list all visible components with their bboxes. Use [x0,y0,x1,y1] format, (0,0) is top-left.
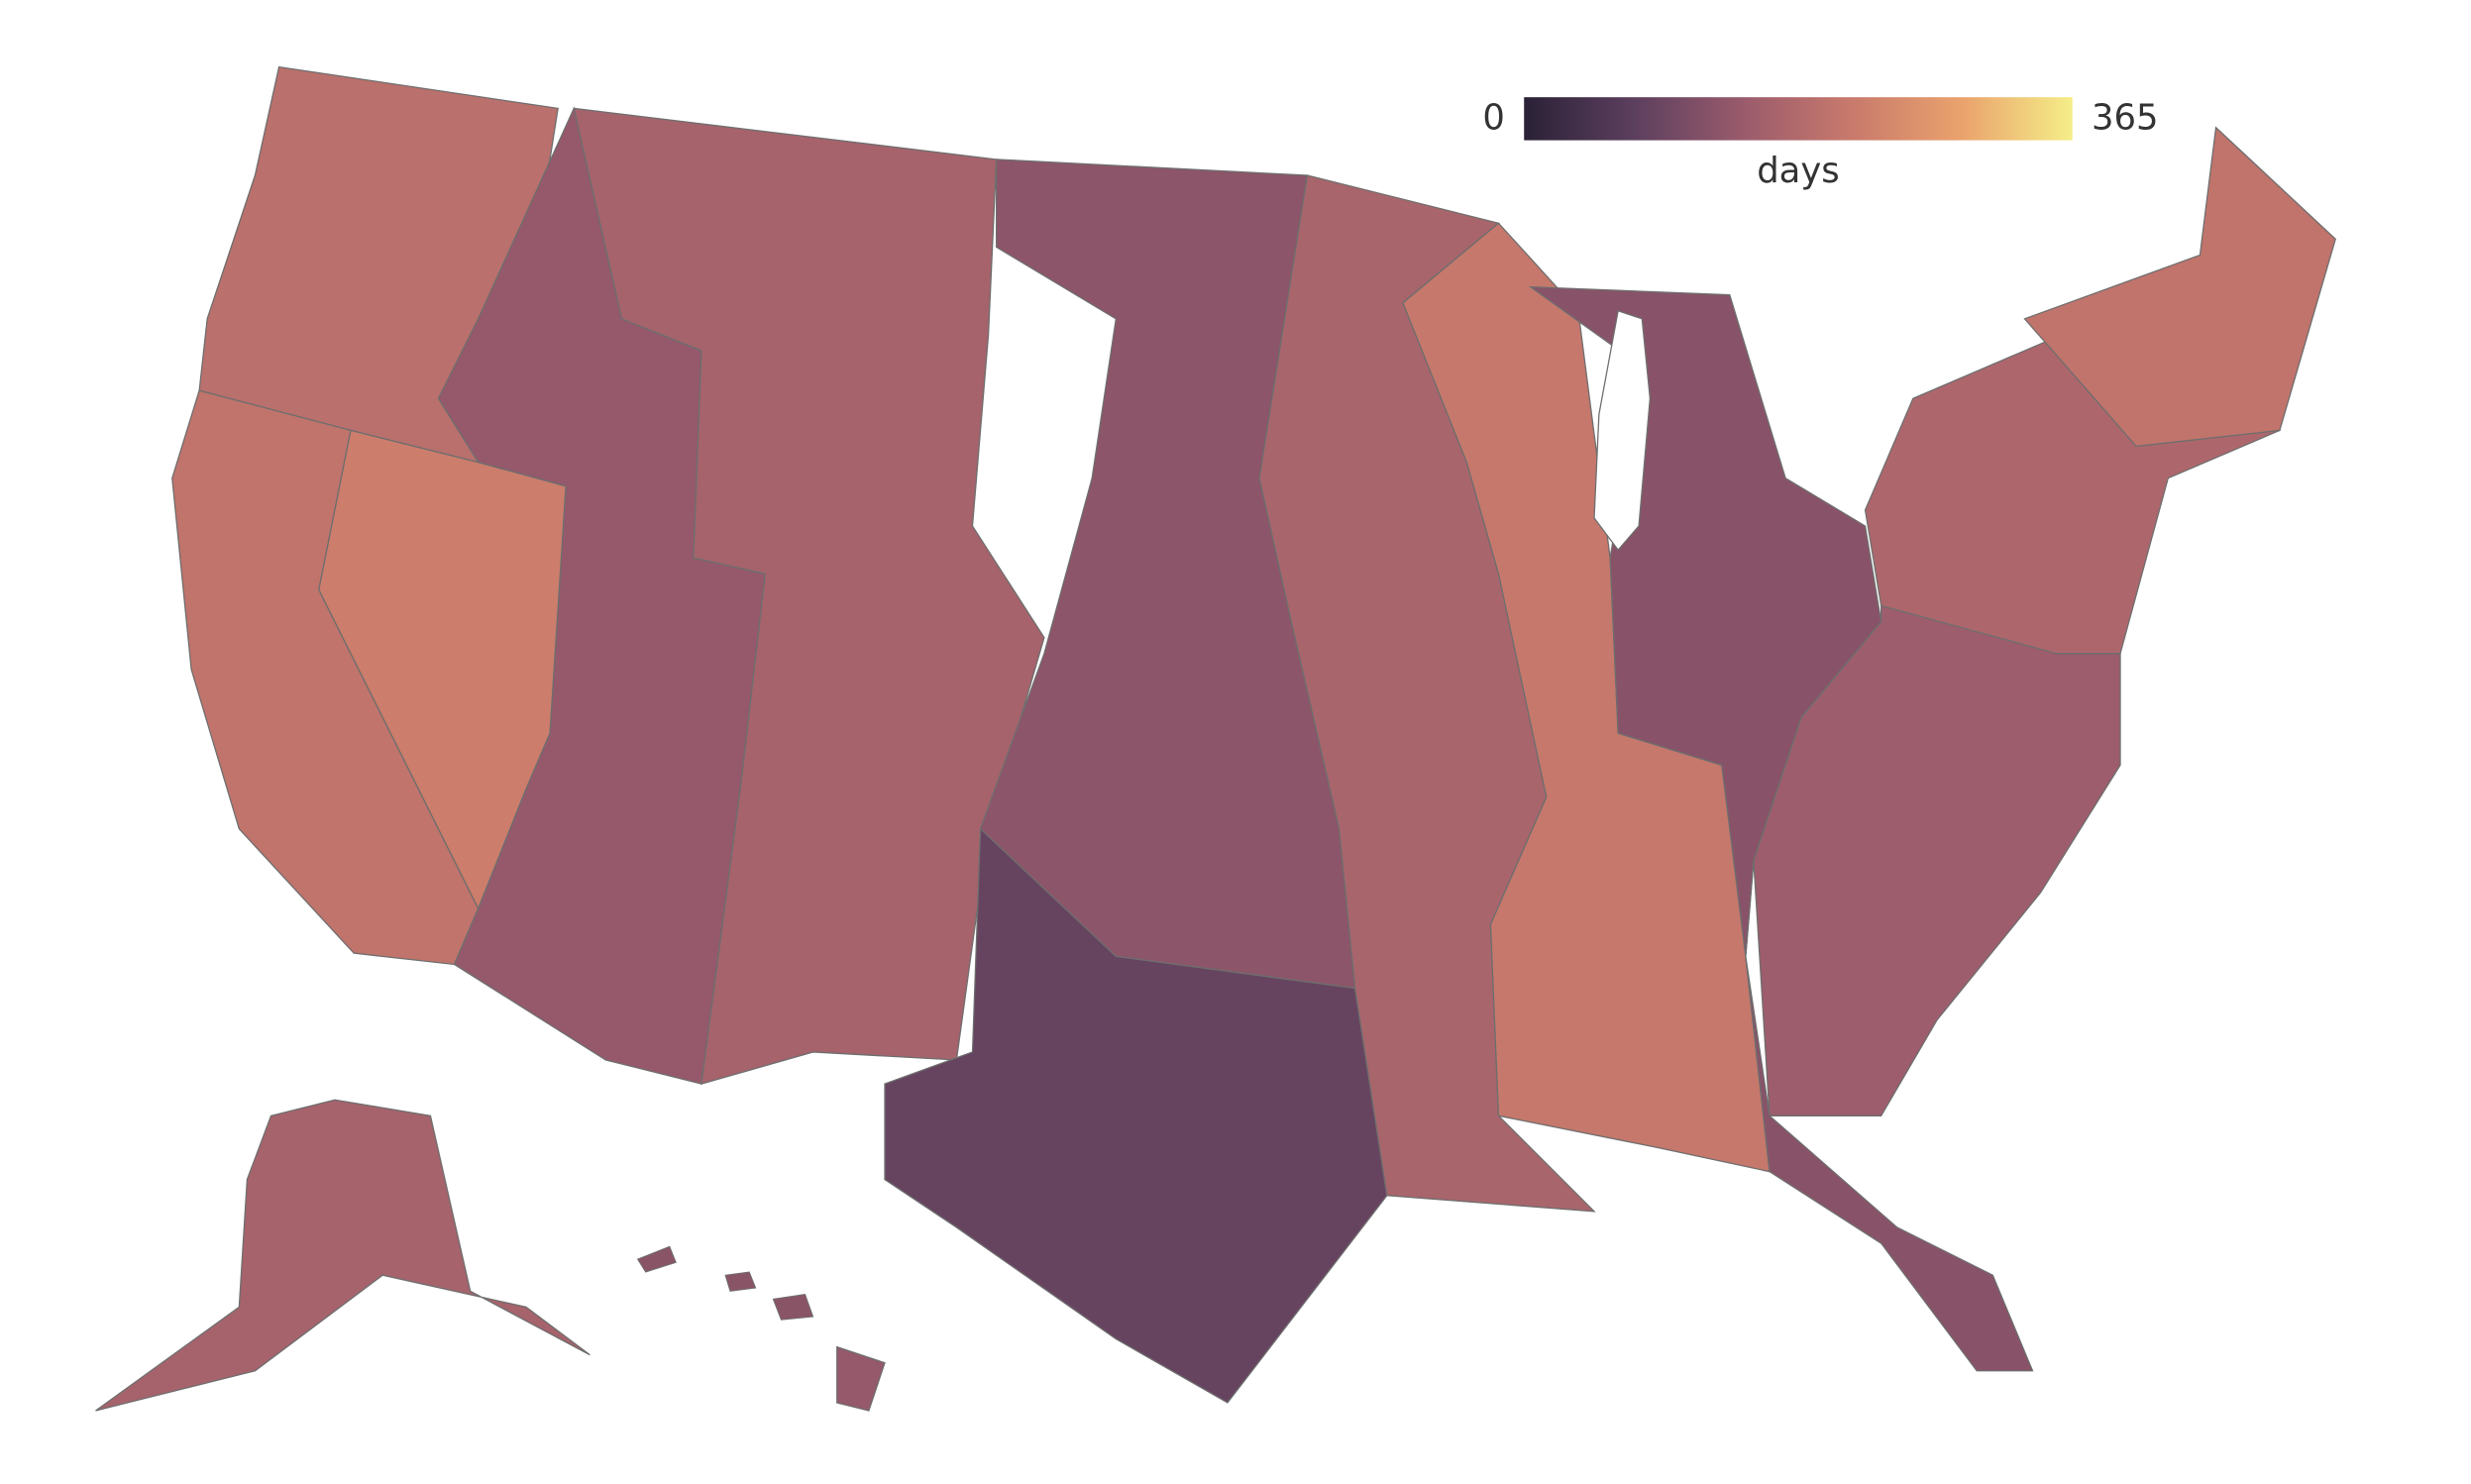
region [836,1345,886,1412]
region [573,107,1045,1086]
map-regions [95,65,2336,1412]
islands [636,1245,814,1321]
colorbar [1524,97,2073,141]
region [2023,126,2336,448]
colorbar-tick-label: 0 [1482,98,1505,139]
region [95,1099,591,1412]
lake [1593,309,1651,552]
colorbar-tick-label: 365 [2092,98,2159,139]
region [1528,285,2034,1372]
colorbar-title: days [1757,151,1840,191]
region [884,827,1388,1404]
